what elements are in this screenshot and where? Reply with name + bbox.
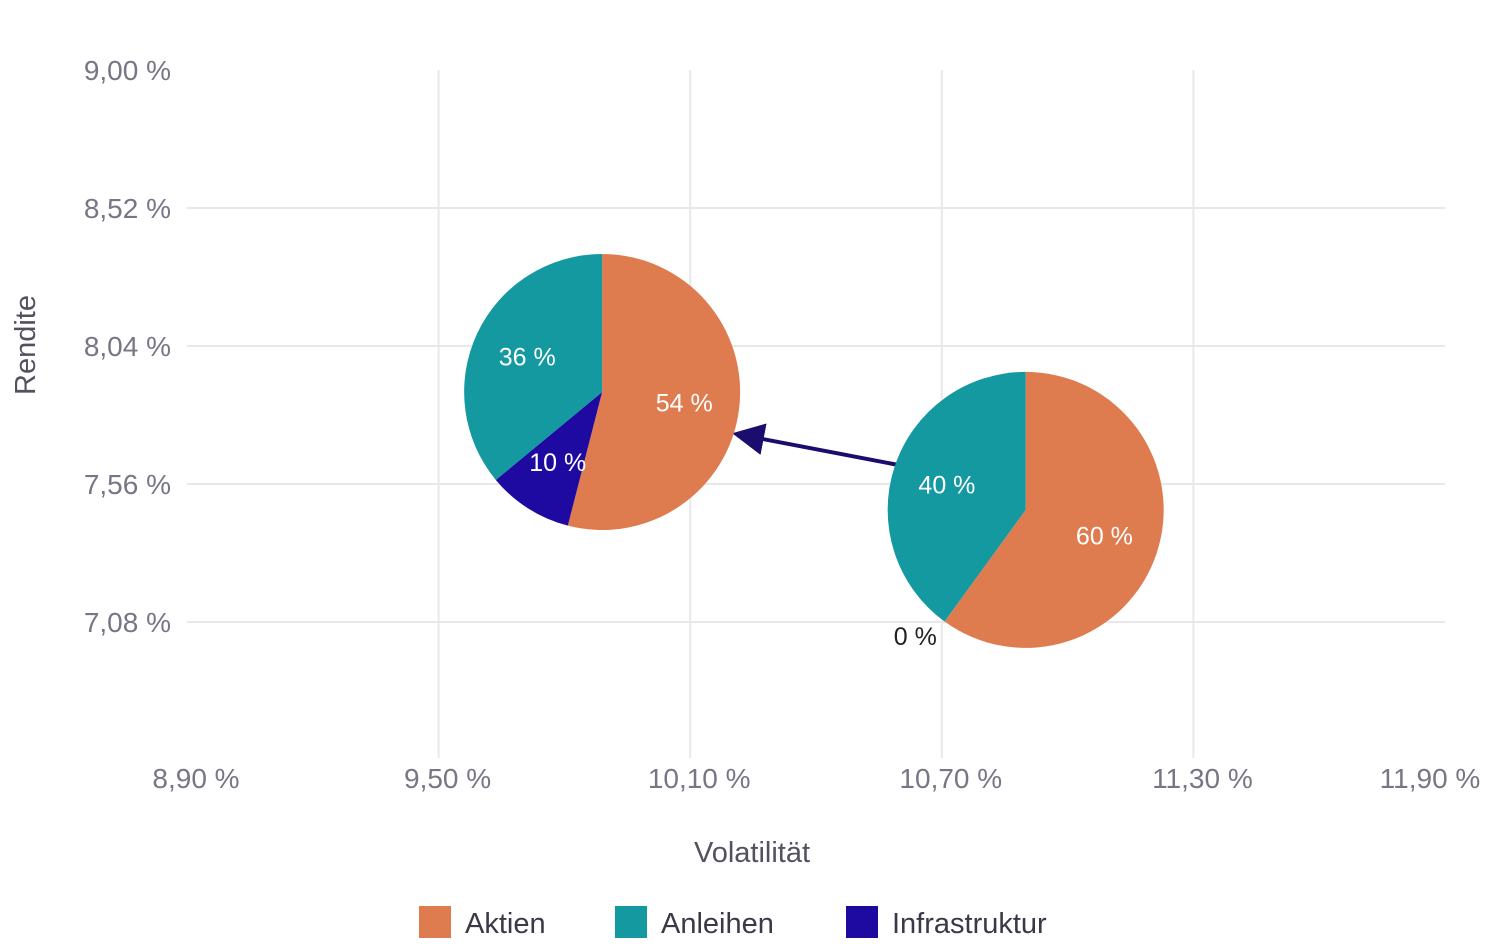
legend-swatch-anleihen	[615, 906, 647, 938]
pie-slice-infrastruktur	[495, 392, 603, 526]
y-axis-ticks: 9,00 % 8,52 % 8,04 % 7,56 % 7,08 %	[84, 55, 171, 638]
pie-label-aktien: 60 %	[1076, 522, 1133, 550]
pie-label-aktien: 54 %	[656, 389, 713, 417]
pie-label-infrastruktur: 0 %	[894, 623, 937, 651]
legend: Aktien Anleihen Infrastruktur	[419, 906, 1047, 940]
y-tick-label: 7,08 %	[84, 607, 171, 638]
legend-label-infrastruktur: Infrastruktur	[892, 908, 1047, 940]
pie-slice-aktien	[944, 371, 1164, 648]
legend-item-aktien: Aktien	[419, 906, 546, 940]
y-tick-label: 9,00 %	[84, 55, 171, 86]
pie-slice-aktien	[567, 254, 741, 530]
x-tick-label: 10,70 %	[899, 763, 1002, 794]
portfolio-with-infrastructure: 54 % 10 % 36 %	[464, 254, 741, 530]
legend-item-anleihen: Anleihen	[615, 906, 774, 940]
y-tick-label: 8,04 %	[84, 331, 171, 362]
pie-label-infrastruktur: 10 %	[529, 449, 586, 477]
x-axis-title: Volatilität	[694, 837, 810, 869]
pie-slice-anleihen	[464, 254, 603, 480]
y-tick-label: 7,56 %	[84, 469, 171, 500]
y-tick-label: 8,52 %	[84, 193, 171, 224]
grid	[187, 70, 1445, 758]
legend-swatch-aktien	[419, 906, 451, 938]
pie-slice-anleihen	[887, 371, 1026, 622]
pie-label-anleihen: 40 %	[918, 471, 975, 499]
y-axis-title: Rendite	[10, 295, 42, 395]
legend-swatch-infrastruktur	[846, 906, 878, 938]
pie-markers: 54 % 10 % 36 % 60 % 0 % 40 %	[464, 254, 1164, 651]
portfolio-without-infrastructure: 60 % 0 % 40 %	[887, 371, 1164, 651]
legend-item-infrastruktur: Infrastruktur	[846, 906, 1047, 940]
x-tick-label: 11,90 %	[1380, 763, 1481, 794]
x-tick-label: 8,90 %	[152, 763, 239, 794]
pie-label-anleihen: 36 %	[499, 344, 556, 372]
x-tick-label: 10,10 %	[648, 763, 751, 794]
x-tick-label: 11,30 %	[1152, 763, 1253, 794]
x-axis-ticks: 8,90 % 9,50 % 10,10 % 10,70 % 11,30 % 11,90 %	[152, 763, 1480, 794]
legend-label-aktien: Aktien	[465, 908, 546, 940]
x-tick-label: 9,50 %	[404, 763, 491, 794]
legend-label-anleihen: Anleihen	[661, 908, 774, 940]
